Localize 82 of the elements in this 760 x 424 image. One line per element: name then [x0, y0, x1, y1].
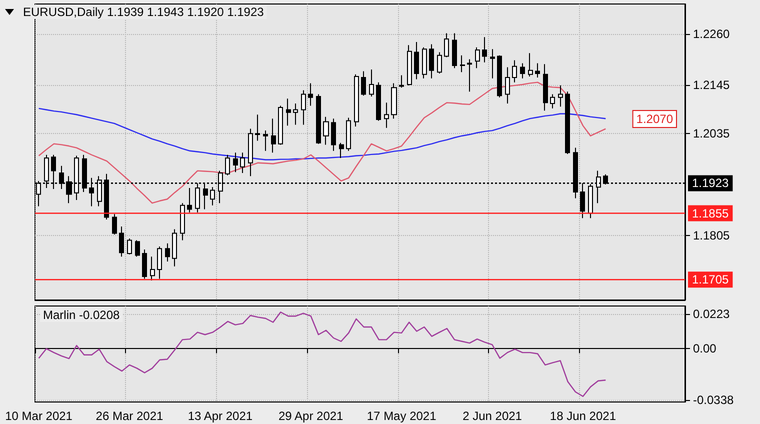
line-series	[38, 108, 606, 160]
x-tick-label: 29 Apr 2021	[278, 409, 344, 423]
ref-line-label: 1.1705	[692, 272, 730, 287]
candlestick	[550, 94, 555, 109]
chart-title: Marlin -0.0208	[43, 308, 120, 322]
candlestick	[520, 62, 525, 79]
candlestick	[157, 246, 162, 280]
candlestick	[429, 44, 434, 79]
x-tick-label: 26 Mar 2021	[96, 409, 164, 423]
candlestick	[142, 249, 147, 280]
chart-title: EURUSD,Daily 1.1939 1.1943 1.1920 1.1923	[23, 5, 264, 19]
candlestick	[301, 90, 306, 126]
y-tick-label: 1.1805	[693, 228, 730, 242]
candlestick	[331, 118, 336, 152]
candlestick	[323, 116, 329, 146]
line-series	[38, 82, 606, 204]
y-tick-label: 1.2035	[693, 126, 730, 141]
candlestick	[339, 142, 344, 158]
y-tick-label: 0.00	[693, 341, 717, 356]
candlestick	[165, 242, 170, 262]
candlestick	[233, 152, 238, 173]
candlestick	[505, 66, 510, 104]
candlestick	[407, 44, 412, 86]
x-tick-label: 2 Jun 2021	[462, 409, 522, 423]
candlestick	[119, 226, 124, 258]
x-tick-label: 13 Apr 2021	[188, 409, 253, 423]
y-tick-label: 1.2260	[693, 27, 730, 42]
candlestick	[308, 82, 313, 106]
y-tick-label: 1.2145	[693, 78, 730, 92]
candlestick	[286, 98, 291, 126]
candlestick	[172, 228, 177, 267]
candlestick	[437, 52, 442, 74]
candlestick	[150, 256, 155, 282]
candlestick	[565, 91, 570, 154]
candlestick	[399, 74, 404, 88]
candlestick	[278, 105, 283, 146]
candlestick	[293, 103, 298, 126]
candlestick	[475, 46, 480, 69]
candlestick	[180, 202, 185, 241]
x-tick-label: 10 Mar 2021	[5, 409, 73, 423]
candlestick	[187, 188, 192, 213]
candlestick	[558, 84, 563, 108]
candlestick	[271, 118, 276, 154]
line-series	[38, 312, 606, 397]
candlestick	[135, 240, 140, 258]
candlestick	[588, 184, 593, 219]
candlestick	[240, 152, 245, 174]
candlestick	[452, 32, 457, 69]
candlestick	[391, 82, 397, 120]
candlestick	[369, 68, 374, 97]
candlestick	[535, 62, 540, 78]
candlestick	[467, 58, 472, 92]
candlestick	[354, 74, 359, 128]
candlestick	[414, 42, 419, 80]
candlestick	[482, 36, 487, 63]
candlestick	[225, 154, 230, 176]
x-tick-label: 17 May 2021	[366, 409, 437, 423]
candlestick	[112, 214, 117, 236]
candlestick	[346, 117, 351, 152]
text: 1.2070	[636, 112, 674, 126]
candlestick	[422, 46, 427, 79]
candlestick	[255, 114, 260, 142]
candlestick	[528, 52, 533, 78]
x-tick-label: 18 Jun 2021	[550, 409, 616, 423]
ref-line-label: 1.1923	[692, 176, 730, 190]
candlestick	[444, 32, 449, 58]
y-tick-label: 0.0223	[693, 307, 730, 322]
candlestick	[497, 54, 502, 98]
candlestick	[248, 128, 253, 177]
candlestick	[543, 64, 548, 112]
candlestick	[361, 70, 366, 96]
candlestick	[460, 54, 465, 73]
candlestick	[512, 60, 517, 83]
candlestick	[210, 186, 215, 206]
candlestick	[384, 102, 389, 128]
candlestick	[127, 238, 132, 255]
ref-line-label: 1.1855	[692, 206, 730, 220]
y-tick-label: -0.0338	[693, 393, 734, 408]
candlestick	[316, 94, 321, 144]
candlestick	[376, 82, 381, 122]
candlestick	[263, 130, 268, 152]
candlestick	[490, 48, 495, 79]
